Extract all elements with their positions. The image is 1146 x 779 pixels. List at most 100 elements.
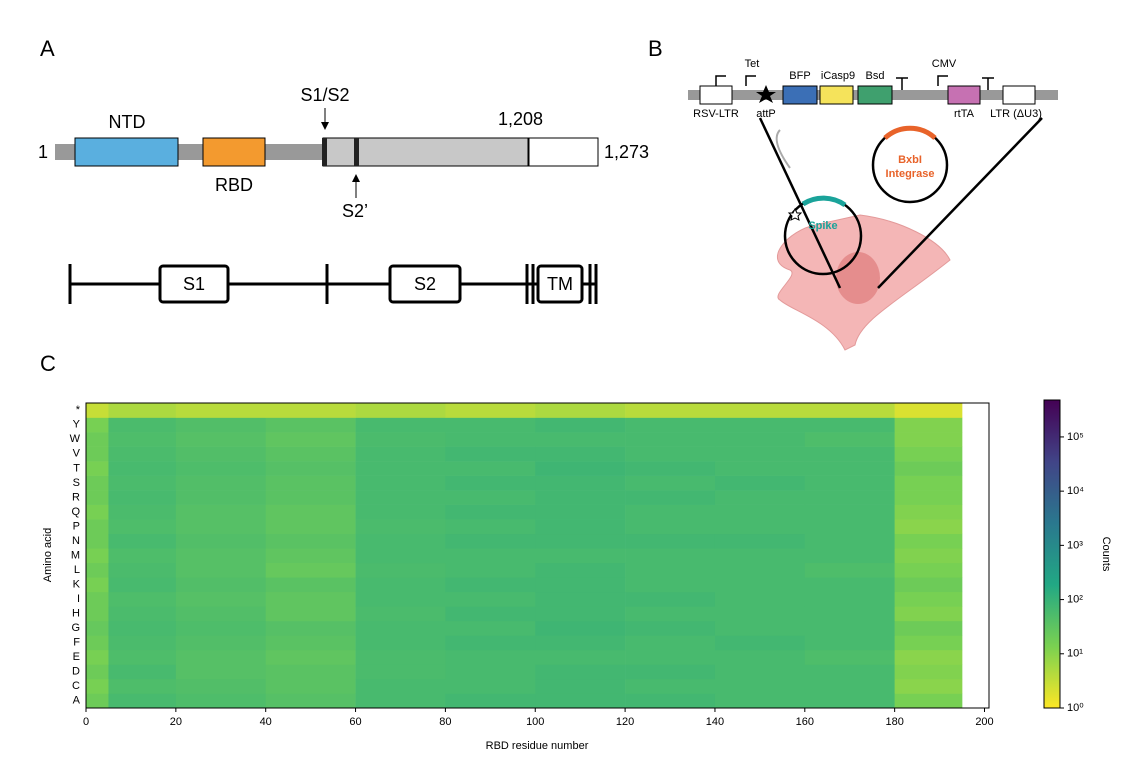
heatmap-cell [445,504,536,520]
heatmap-cell [86,693,109,709]
heatmap-cell [535,475,626,491]
heatmap-cell [108,417,177,433]
heatmap-cell [355,678,446,694]
heatmap-cell [714,548,806,564]
star [787,207,803,221]
heatmap-cell [894,504,963,520]
heatmap-cell [445,693,536,709]
heatmap-cell [175,606,267,622]
heatmap-cell [108,577,177,593]
heatmap-cell [804,606,895,622]
heatmap-cell [625,519,716,535]
panel-letter: A [40,36,55,61]
heatmap-cell [108,562,177,578]
heatmap-cell [175,620,267,636]
heatmap-cell [265,635,356,651]
heatmap-cell [108,461,177,476]
heatmap-cell [894,490,963,505]
heatmap-cell [625,606,716,622]
heatmap-cell [355,519,446,535]
heatmap-cell [894,649,963,665]
heatmap-cell [86,577,109,593]
gene-box [947,85,981,105]
plot-frame [85,402,990,709]
arrow-head [321,122,329,130]
heatmap-cell [355,693,446,709]
heatmap-cell [265,678,356,694]
heatmap-cell [804,417,895,433]
label: LTR (ΔU3) [990,108,1042,120]
nucleus [836,252,880,304]
heatmap-cell [445,417,536,433]
heatmap-cell [355,432,446,447]
subunit-map [68,264,598,304]
heatmap-cell [175,533,267,549]
label: 1 [38,142,48,162]
heatmap-cell [804,620,895,636]
heatmap-cell [804,678,895,694]
cleave-site [322,138,327,166]
heatmap-cell [625,577,716,593]
heatmap-cell [355,649,446,665]
heatmap-cell [894,403,963,418]
heatmap-cell [804,664,895,680]
heatmap-cell [108,606,177,622]
heatmap-cell [265,562,356,578]
heatmap-cell [355,403,446,418]
heatmap-cell [535,417,626,433]
heatmap-cell [108,475,177,491]
heatmap-cell [175,649,267,665]
heatmap-cell [445,461,536,476]
heatmap-cell [445,577,536,593]
symbols [715,75,994,90]
heatmap-cell [265,475,356,491]
label: Integrase [886,168,935,180]
label: TM [547,274,573,294]
element-box [699,85,733,105]
heatmap-cell [714,504,806,520]
heatmap-cell [625,678,716,694]
heatmap-cell [86,635,109,651]
heatmap-cell [86,591,109,607]
label: S2 [414,274,436,294]
label: rtTA [954,108,975,120]
zoom-line [758,117,842,289]
heatmap-cell [894,533,963,549]
heatmap-cell [355,548,446,564]
x-tick-label: 200 [975,716,993,728]
heatmap-cell [535,562,626,578]
heatmap-cell [894,620,963,636]
heatmap-cell [86,620,109,636]
heatmap-cell [445,548,536,564]
colorbar-tick-label: 10³ [1067,539,1083,551]
heatmap-cell [86,548,109,564]
heatmap-cell [108,446,177,462]
heatmap-cell [714,432,806,447]
heatmap-cell [175,461,267,476]
heatmap-cell [535,577,626,593]
heatmap-cell [445,475,536,491]
label: RBD [215,175,253,195]
heatmap-cell [804,519,895,535]
heatmap-cell [86,664,109,680]
heatmap-cell [625,446,716,462]
heatmap-cell [714,693,806,709]
heatmap-cell [265,664,356,680]
heatmap-cell [86,461,109,476]
x-tick-label: 100 [526,716,544,728]
heatmap-cell [535,678,626,694]
y-tick-label: H [72,608,80,620]
heatmap-cell [265,519,356,535]
heatmap-cell [804,693,895,709]
heatmap-cell [714,577,806,593]
plasmid-gene [883,125,937,140]
heatmap-cell [535,504,626,520]
y-tick-label: V [73,448,81,460]
label: BxbI [898,154,922,166]
colorbar-tick-label: 10² [1067,593,1083,605]
heatmap-cell [894,678,963,694]
heatmap-cell [804,461,895,476]
heatmap-cell [175,417,267,433]
heatmap-cell [894,548,963,564]
